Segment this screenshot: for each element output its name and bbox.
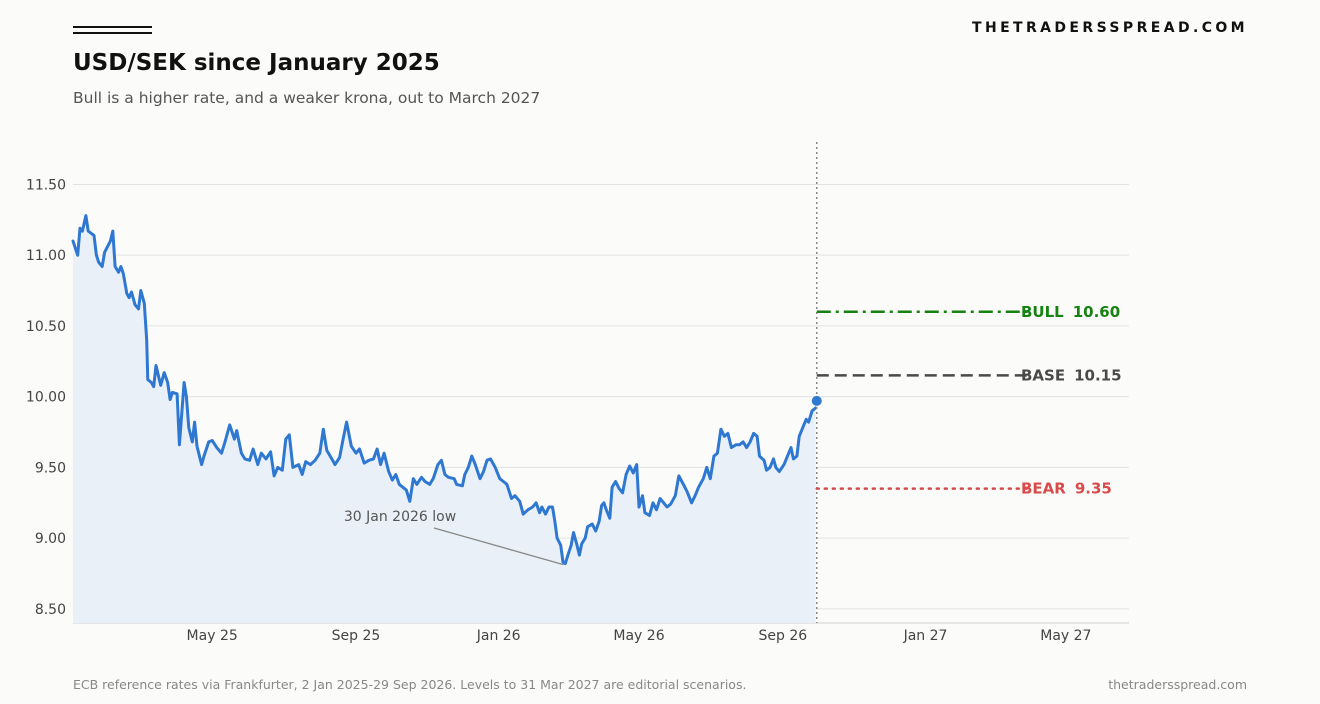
y-tick-label: 9.00: [35, 531, 66, 547]
annotation-low-label: 30 Jan 2026 low: [344, 509, 456, 525]
header-rule-top: [73, 26, 152, 28]
scenario-name: BASE: [1021, 366, 1065, 384]
brand-wordmark: THETRADERSSPREAD.COM: [972, 20, 1248, 36]
x-tick-label: Jan 27: [903, 628, 948, 644]
y-tick-label: 10.50: [26, 319, 66, 335]
y-tick-label: 9.50: [35, 460, 66, 476]
annotation-leader-line: [433, 527, 564, 566]
x-axis-ticks: May 25 Sep 25 Jan 26 May 26 Sep 26 Jan 27 May …: [187, 628, 1092, 644]
x-tick-label: Jan 26: [476, 628, 521, 644]
x-tick-label: May 27: [1040, 628, 1091, 644]
y-tick-label: 11.50: [26, 177, 66, 193]
scenario-label-bear: BEAR 9.35: [1021, 480, 1112, 498]
series-area-fill: [73, 215, 816, 623]
chart-subtitle: Bull is a higher rate, and a weaker kron…: [73, 89, 541, 107]
series-line: [71, 214, 818, 566]
series-layer: [71, 142, 822, 623]
scenario-value: 10.60: [1073, 303, 1120, 321]
y-axis-ticks: 8.50 9.00 9.50 10.00 10.50 11.00 11.50: [26, 177, 66, 617]
scenario-label-base: BASE 10.15: [1021, 366, 1122, 384]
y-tick-label: 8.50: [35, 602, 66, 618]
scenario-label-bull: BULL 10.60: [1021, 303, 1120, 321]
scenario-name: BULL: [1021, 303, 1064, 321]
x-tick-label: May 26: [613, 628, 664, 644]
x-tick-label: Sep 26: [759, 628, 808, 644]
chart-title: USD/SEK since January 2025: [73, 50, 440, 76]
last-point-marker: [811, 395, 822, 406]
x-tick-label: May 25: [187, 628, 238, 644]
header-rule-bottom: [73, 32, 152, 34]
x-tick-label: Sep 25: [332, 628, 381, 644]
footer-site: thetradersspread.com: [1108, 677, 1247, 692]
scenario-value: 10.15: [1074, 366, 1121, 384]
scenario-layer: BULL 10.60 BASE 10.15 BEAR 9.35: [815, 303, 1122, 498]
footer-source-note: ECB reference rates via Frankfurter, 2 J…: [73, 677, 747, 692]
annotation-layer: 30 Jan 2026 low: [344, 509, 564, 566]
scenario-value: 9.35: [1075, 480, 1112, 498]
scenario-name: BEAR: [1021, 480, 1066, 498]
y-tick-label: 10.00: [26, 390, 66, 406]
y-tick-label: 11.00: [26, 248, 66, 264]
